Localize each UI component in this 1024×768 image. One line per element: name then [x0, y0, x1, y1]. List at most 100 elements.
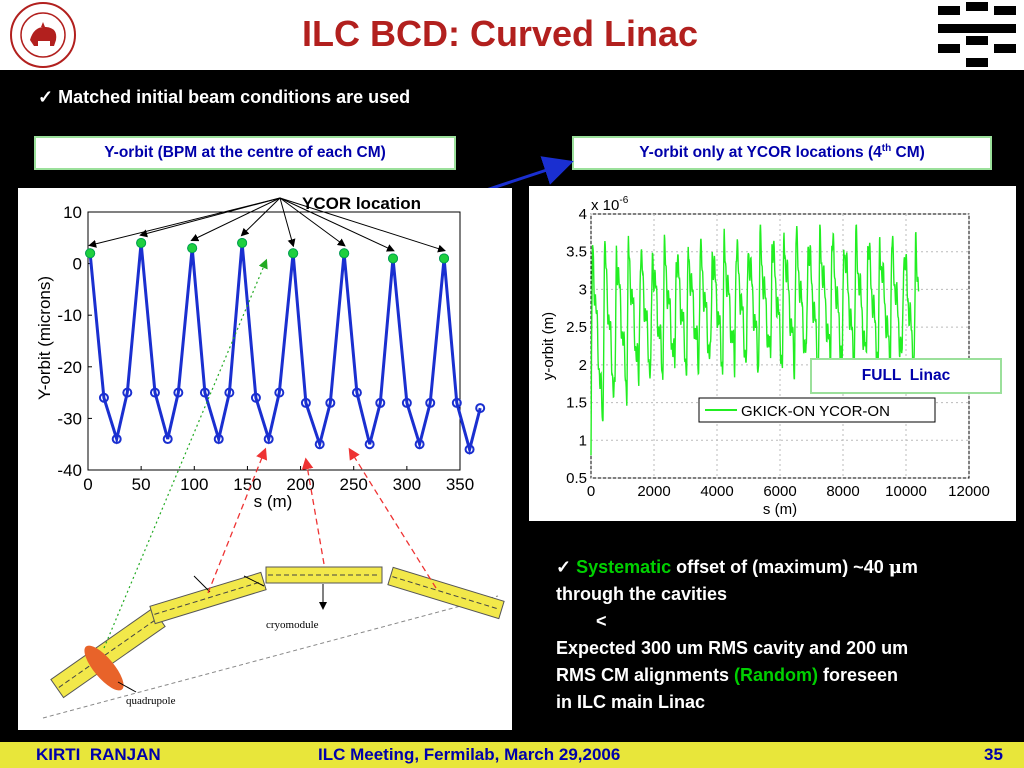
left-xtick: 0 — [83, 475, 92, 494]
left-plot-panel: 0 50 100 150 200 250 300 350 10 0 -10 -20 -30 -40 Y-o… — [18, 188, 512, 730]
checkmark-icon: ✓ — [556, 557, 572, 577]
ycor-pointer-arrow — [190, 197, 281, 242]
left-ylabel: Y-orbit (microns) — [35, 276, 54, 400]
footer-author: KIRTI RANJAN — [36, 745, 161, 764]
ycor-marker — [85, 248, 96, 259]
ycor-pointer-arrow — [240, 197, 281, 237]
orbit-bpm-marker — [213, 434, 224, 445]
orbit-bpm-marker — [351, 387, 362, 398]
right-xtick: 12000 — [948, 483, 990, 500]
notes-line-3: < — [596, 611, 607, 631]
orbit-bpm-marker — [98, 392, 109, 403]
right-xtick: 0 — [587, 483, 595, 500]
orbit-bpm-marker — [325, 397, 336, 408]
checkmark-icon: ✓ — [38, 87, 54, 107]
right-plot-panel: 0 2000 4000 6000 8000 10000 12000 4 3.5 3 2.5 2 1.5 1… — [529, 186, 1016, 521]
notes-line-4: Expected 300 um RMS cavity and 200 um — [556, 638, 909, 658]
ycor-marker — [339, 248, 350, 259]
right-legend: GKICK-ON YCOR-ON — [698, 397, 936, 423]
cryomodule-label: cryomodule — [266, 619, 319, 631]
fermilab-logo — [930, 0, 1024, 70]
full-linac-text: FULL Linac — [861, 367, 951, 384]
caption-right-text: Y-orbit only at YCOR locations (4 — [639, 144, 882, 161]
ycor-marker — [187, 243, 198, 254]
gkick-ycor-series — [590, 224, 920, 456]
ycor-marker — [136, 237, 147, 248]
footer-page: 35 — [984, 745, 1003, 764]
left-xtick: 350 — [446, 475, 474, 494]
slide-title: ILC BCD: Curved Linac — [301, 13, 699, 54]
ycor-pointer-arrow — [279, 197, 446, 253]
left-ytick: 0 — [73, 255, 82, 274]
quadrupole-label: quadrupole — [126, 695, 176, 707]
left-ytick: -10 — [57, 306, 82, 325]
right-xtick: 4000 — [700, 483, 733, 500]
ycor-pointer-arrow — [279, 197, 346, 247]
right-ytick: 1 — [579, 432, 587, 449]
orbit-bpm-marker — [464, 444, 475, 455]
right-xtick: 8000 — [826, 483, 859, 500]
university-seal-logo — [0, 0, 86, 70]
orbit-bpm-marker — [401, 397, 412, 408]
orbit-bpm-marker — [274, 387, 285, 398]
bullet-matched-beam: ✓ Matched initial beam conditions are us… — [38, 84, 638, 110]
caption-right: Y-orbit only at YCOR locations (4th CM) — [572, 136, 992, 170]
orbit-bpm-marker — [250, 392, 261, 403]
caption-left: Y-orbit (BPM at the centre of each CM) — [34, 136, 456, 170]
orbit-bpm-marker — [111, 434, 122, 445]
ycor-pointer-arrow — [279, 197, 296, 248]
right-xtick: 6000 — [763, 483, 796, 500]
orbit-bpm-marker — [475, 403, 486, 414]
right-xtick: 10000 — [885, 483, 927, 500]
left-xtick: 200 — [286, 475, 314, 494]
caption-right-sup: th — [881, 142, 892, 154]
orbit-bpm-marker — [263, 434, 274, 445]
footer-event: ILC Meeting, Fermilab, March 29,2006 — [318, 745, 621, 764]
footer-bar: KIRTI RANJAN ILC Meeting, Fermilab, Marc… — [0, 742, 1024, 768]
left-ytick: -40 — [57, 461, 82, 480]
notes-line-5: RMS CM alignments (Random) foreseen — [556, 665, 899, 685]
orbit-bpm-marker — [199, 387, 210, 398]
right-scale-label: x 10-6 — [591, 195, 629, 214]
systematic-word: Systematic — [576, 557, 672, 577]
ycor-marker — [388, 253, 399, 264]
ycor-pointer-arrow — [139, 197, 281, 238]
full-linac-badge: FULL Linac — [810, 358, 1002, 394]
orbit-bpm-marker — [224, 387, 235, 398]
ycor-marker — [288, 248, 299, 259]
ycor-annotation: YCOR location — [302, 194, 421, 213]
right-ytick: 2 — [579, 357, 587, 374]
left-xtick: 300 — [393, 475, 421, 494]
left-ytick: -20 — [57, 358, 82, 377]
right-orbit-plot: 0 2000 4000 6000 8000 10000 12000 4 3.5 3 2.5 2 1.5 1… — [540, 195, 990, 518]
orbit-bpm-marker — [122, 387, 133, 398]
orbit-bpm-marker — [414, 439, 425, 450]
notes-line-1: ✓ Systematic offset of (maximum) ~40 μm — [556, 557, 918, 578]
ycor-pointer-arrow — [279, 197, 395, 252]
left-xtick: 100 — [180, 475, 208, 494]
bullet-text: Matched initial beam conditions are used — [58, 87, 411, 107]
orbit-bpm-marker — [314, 439, 325, 450]
left-xtick: 250 — [340, 475, 368, 494]
right-ylabel: y-orbit (m) — [540, 312, 557, 380]
left-xlabel: s (m) — [254, 492, 293, 511]
orbit-bpm-marker — [425, 397, 436, 408]
ycor-marker — [237, 237, 248, 248]
right-ytick: 2.5 — [566, 319, 587, 336]
right-xtick: 2000 — [637, 483, 670, 500]
left-xtick: 150 — [233, 475, 261, 494]
legend-label: GKICK-ON YCOR-ON — [741, 403, 890, 420]
right-ytick: 4 — [579, 206, 587, 223]
orbit-bpm-marker — [364, 439, 375, 450]
right-ytick: 3.5 — [566, 244, 587, 261]
quadrupole-shape — [84, 645, 124, 691]
right-ytick: 0.5 — [566, 470, 587, 487]
orbit-bpm-marker — [375, 397, 386, 408]
header-bar — [0, 0, 1024, 70]
cryomodule-diagram: quadrupole cryomodule — [42, 258, 505, 719]
caption-right-end: CM) — [891, 144, 925, 161]
notes-block: ✓ Systematic offset of (maximum) ~40 μm … — [556, 554, 1016, 716]
left-plot-frame — [87, 211, 461, 471]
ycor-marker — [439, 253, 450, 264]
